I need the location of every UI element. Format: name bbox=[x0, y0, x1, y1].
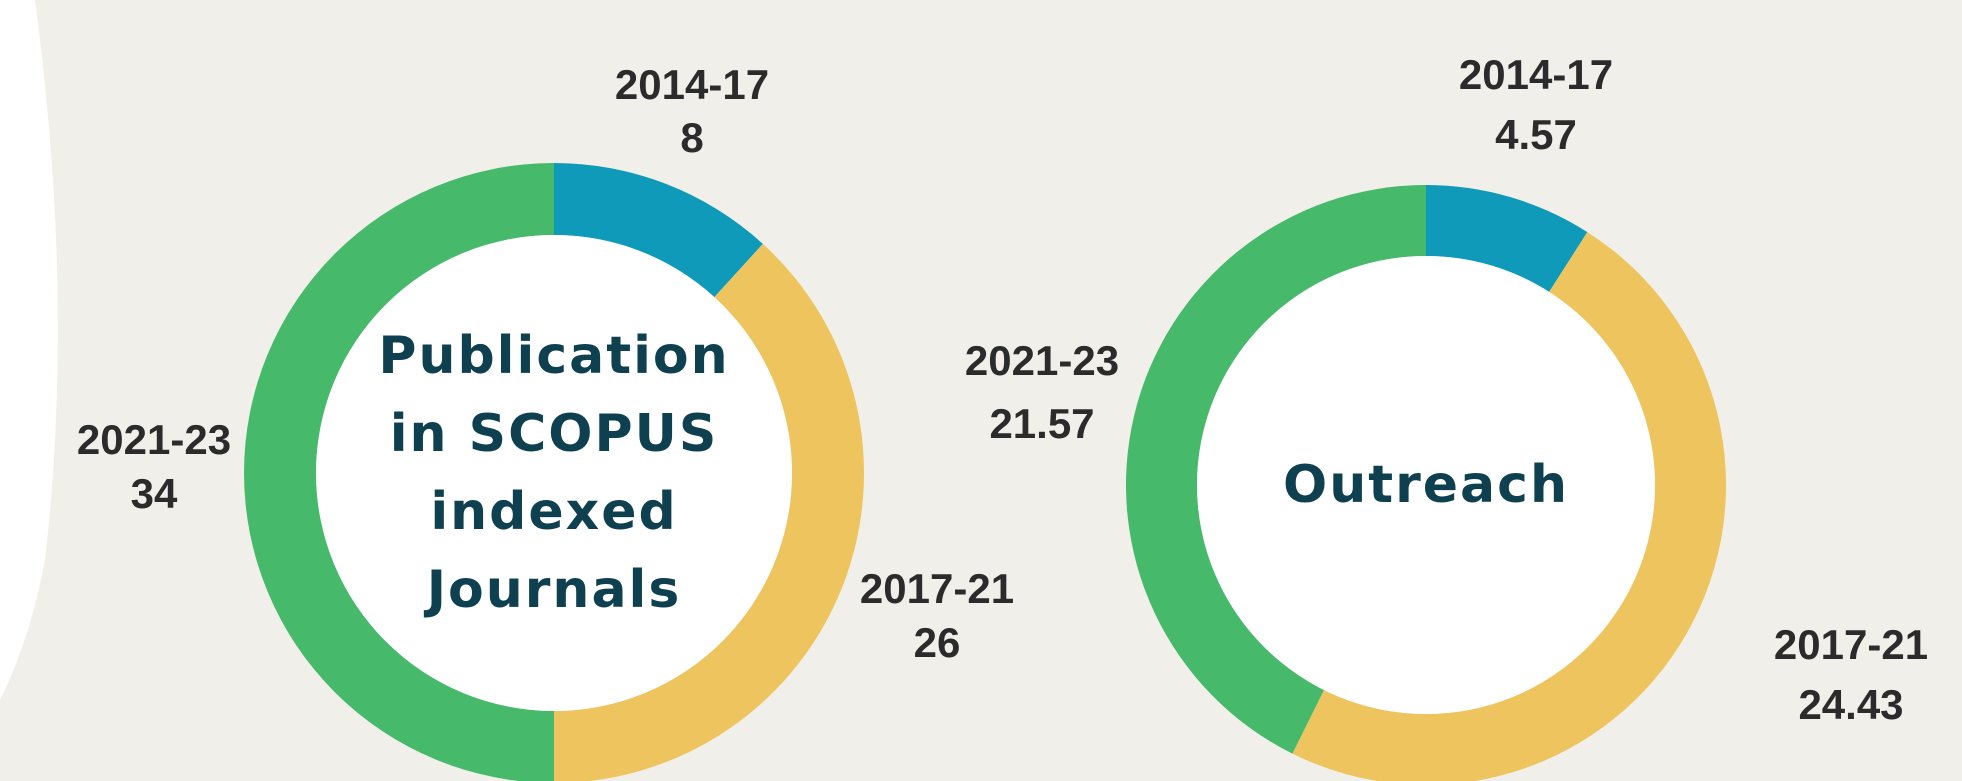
donut-slice bbox=[244, 163, 554, 781]
donut-hole bbox=[1197, 256, 1655, 714]
slice-category-label: 2021-23 bbox=[965, 337, 1119, 384]
slice-category-label: 2014-17 bbox=[615, 61, 769, 108]
slice-value-label: 26 bbox=[914, 619, 961, 666]
slice-category-label: 2017-21 bbox=[860, 565, 1014, 612]
donut-slice bbox=[1126, 185, 1426, 754]
slice-value-label: 24.43 bbox=[1798, 681, 1903, 728]
slice-value-label: 34 bbox=[131, 470, 178, 517]
donut-hole bbox=[316, 235, 792, 711]
slice-value-label: 8 bbox=[680, 114, 703, 161]
donut-center-title: Publication in SCOPUS indexed Journals bbox=[378, 326, 730, 620]
donut-slice bbox=[554, 243, 864, 781]
slice-category-label: 2017-21 bbox=[1774, 621, 1928, 668]
slice-value-label: 21.57 bbox=[989, 400, 1094, 447]
donut-slice bbox=[1426, 185, 1588, 292]
decor-shape bbox=[0, 0, 58, 700]
donut-slice bbox=[1292, 232, 1727, 781]
slice-value-label: 4.57 bbox=[1495, 111, 1577, 158]
donut-slice bbox=[554, 163, 763, 298]
donut-center-title: Outreach bbox=[1283, 455, 1569, 515]
slice-category-label: 2014-17 bbox=[1459, 51, 1613, 98]
slice-category-label: 2021-23 bbox=[77, 416, 231, 463]
